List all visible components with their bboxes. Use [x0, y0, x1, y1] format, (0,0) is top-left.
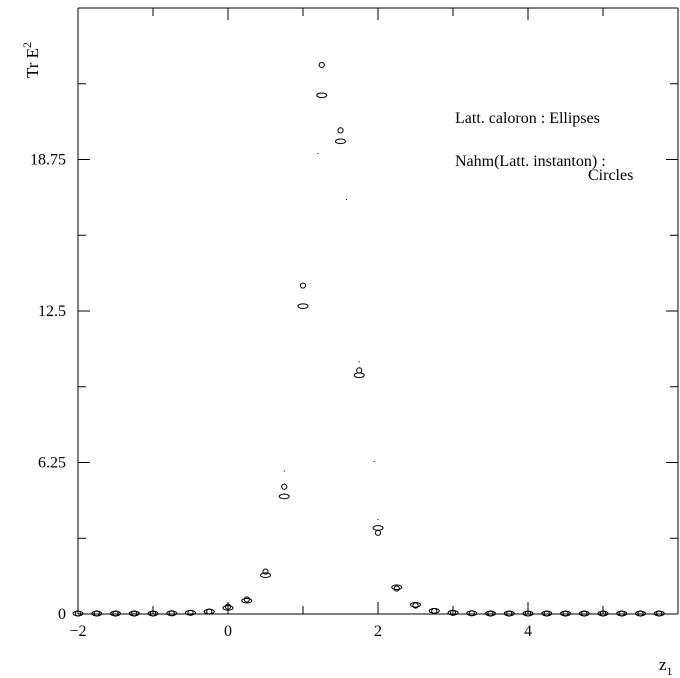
y-axis-title-sup: 2 [20, 42, 34, 48]
circle-point [356, 367, 363, 374]
legend-entry-ellipses: Latt. caloron : Ellipses [455, 110, 600, 127]
y-tick-label: 18.75 [30, 152, 66, 169]
ellipse-point [278, 493, 290, 500]
circle-point [506, 610, 513, 617]
circle-point [581, 610, 588, 617]
y-tick-label: 12.5 [38, 303, 66, 320]
circle-point [337, 127, 344, 134]
ellipse-point [316, 92, 328, 99]
x-tick-label: −2 [69, 623, 86, 640]
circle-point [281, 483, 288, 490]
ellipse-point [466, 610, 478, 617]
y-axis-title-main: Tr E [23, 48, 42, 78]
ellipse-point [241, 597, 253, 604]
dot-point [345, 198, 348, 201]
y-tick-label: 0 [58, 606, 66, 623]
ellipse-point [353, 372, 365, 379]
circle-point [637, 610, 644, 617]
circle-point [487, 610, 494, 617]
ellipse-point [222, 605, 234, 611]
ellipse-point [391, 584, 403, 591]
axis-ticks [77, 7, 679, 615]
circle-point [412, 602, 419, 609]
circle-point [262, 568, 269, 575]
x-tick-label: 0 [224, 623, 232, 640]
circle-point [243, 596, 250, 603]
ellipse-point [372, 525, 384, 531]
circle-point [93, 610, 100, 617]
ellipse-point [260, 572, 271, 579]
dot-point [358, 361, 360, 363]
y-axis-title: Tr E2 [20, 42, 42, 78]
circle-point [524, 610, 532, 617]
circle-point [618, 610, 625, 617]
data-marks [72, 61, 665, 617]
circle-point [206, 608, 213, 615]
ellipse-point [428, 608, 440, 614]
circle-point [543, 610, 550, 617]
legend-entry-circles: Circles [588, 167, 633, 184]
x-tick-label: 2 [374, 623, 382, 640]
circle-point [131, 610, 138, 617]
y-tick-label: 6.25 [38, 455, 66, 472]
circle-point [149, 610, 157, 617]
dot-point [377, 518, 379, 521]
x-axis-title: z1 [659, 655, 673, 678]
legend-entry-nahm: Nahm(Latt. instanton) : [455, 153, 606, 170]
dot-point [373, 460, 375, 462]
x-axis-title-main: z [659, 655, 667, 674]
circle-point [562, 610, 569, 617]
ellipse-point [203, 608, 215, 615]
circle-point [449, 609, 457, 616]
ellipse-point [297, 303, 309, 309]
dot-point [283, 470, 285, 472]
circle-point [468, 610, 475, 617]
circle-point [599, 610, 607, 617]
ellipse-point [335, 138, 346, 145]
circle-point [299, 282, 307, 289]
circle-point [431, 607, 438, 615]
x-tick-label: 4 [524, 623, 532, 640]
circle-point [374, 529, 382, 536]
circle-point [656, 610, 663, 617]
circle-point [74, 610, 82, 617]
x-axis-title-sub: 1 [667, 664, 673, 678]
dot-point [317, 152, 319, 155]
circle-point [168, 610, 175, 617]
ellipse-point [166, 610, 178, 617]
circle-point [112, 610, 119, 617]
circle-point [318, 61, 325, 69]
circle-point [393, 585, 400, 592]
circle-point [224, 603, 232, 610]
circle-point [187, 609, 194, 616]
